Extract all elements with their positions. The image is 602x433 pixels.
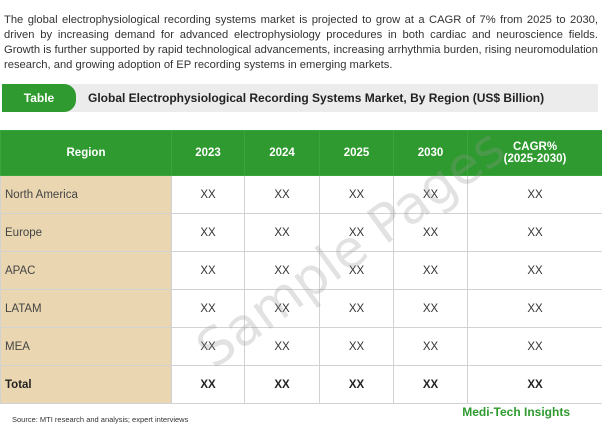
table-row: LATAM XX XX XX XX XX — [0, 289, 602, 328]
region-cell: North America — [0, 175, 172, 214]
value-cell: XX — [244, 175, 320, 214]
header-2024: 2024 — [244, 130, 320, 176]
value-cell: XX — [393, 289, 468, 328]
table-title-bar: Table Global Electrophysiological Record… — [2, 84, 598, 112]
region-cell: APAC — [0, 251, 172, 290]
value-cell: XX — [244, 327, 320, 366]
table-row: APAC XX XX XX XX XX — [0, 251, 602, 290]
value-cell: XX — [393, 175, 468, 214]
header-cagr-label: CAGR% — [512, 141, 558, 153]
value-cell: XX — [393, 251, 468, 290]
value-cell: XX — [171, 289, 245, 328]
table-title: Global Electrophysiological Recording Sy… — [88, 91, 545, 105]
value-cell: XX — [171, 213, 245, 252]
region-cell: MEA — [0, 327, 172, 366]
value-cell: XX — [319, 289, 394, 328]
header-cagr-period: (2025-2030) — [503, 153, 567, 165]
value-cell: XX — [244, 213, 320, 252]
table-total-row: Total XX XX XX XX XX — [0, 365, 602, 404]
market-table: Region 2023 2024 2025 2030 CAGR% (2025-2… — [0, 130, 602, 404]
header-2030: 2030 — [393, 130, 468, 176]
header-cagr: CAGR% (2025-2030) — [467, 130, 602, 176]
value-cell: XX — [244, 365, 320, 404]
value-cell: XX — [171, 251, 245, 290]
header-2023: 2023 — [171, 130, 245, 176]
region-cell: LATAM — [0, 289, 172, 328]
value-cell: XX — [319, 251, 394, 290]
table-header-row: Region 2023 2024 2025 2030 CAGR% (2025-2… — [0, 130, 602, 176]
table-row: North America XX XX XX XX XX — [0, 175, 602, 214]
value-cell: XX — [467, 327, 602, 366]
value-cell: XX — [171, 175, 245, 214]
region-cell: Total — [0, 365, 172, 404]
value-cell: XX — [467, 365, 602, 404]
header-2025: 2025 — [319, 130, 394, 176]
value-cell: XX — [319, 327, 394, 366]
value-cell: XX — [319, 365, 394, 404]
value-cell: XX — [467, 251, 602, 290]
value-cell: XX — [171, 327, 245, 366]
table-tag: Table — [2, 84, 76, 112]
value-cell: XX — [244, 289, 320, 328]
brand-logo: Medi-Tech Insights — [462, 405, 570, 419]
value-cell: XX — [393, 327, 468, 366]
table-row: MEA XX XX XX XX XX — [0, 327, 602, 366]
intro-paragraph: The global electrophysiological recordin… — [4, 14, 598, 72]
region-cell: Europe — [0, 213, 172, 252]
value-cell: XX — [467, 175, 602, 214]
value-cell: XX — [171, 365, 245, 404]
value-cell: XX — [393, 365, 468, 404]
table-row: Europe XX XX XX XX XX — [0, 213, 602, 252]
value-cell: XX — [393, 213, 468, 252]
header-region: Region — [0, 130, 172, 176]
value-cell: XX — [244, 251, 320, 290]
source-note: Source: MTI research and analysis; exper… — [12, 415, 189, 424]
value-cell: XX — [319, 175, 394, 214]
value-cell: XX — [467, 289, 602, 328]
value-cell: XX — [319, 213, 394, 252]
value-cell: XX — [467, 213, 602, 252]
